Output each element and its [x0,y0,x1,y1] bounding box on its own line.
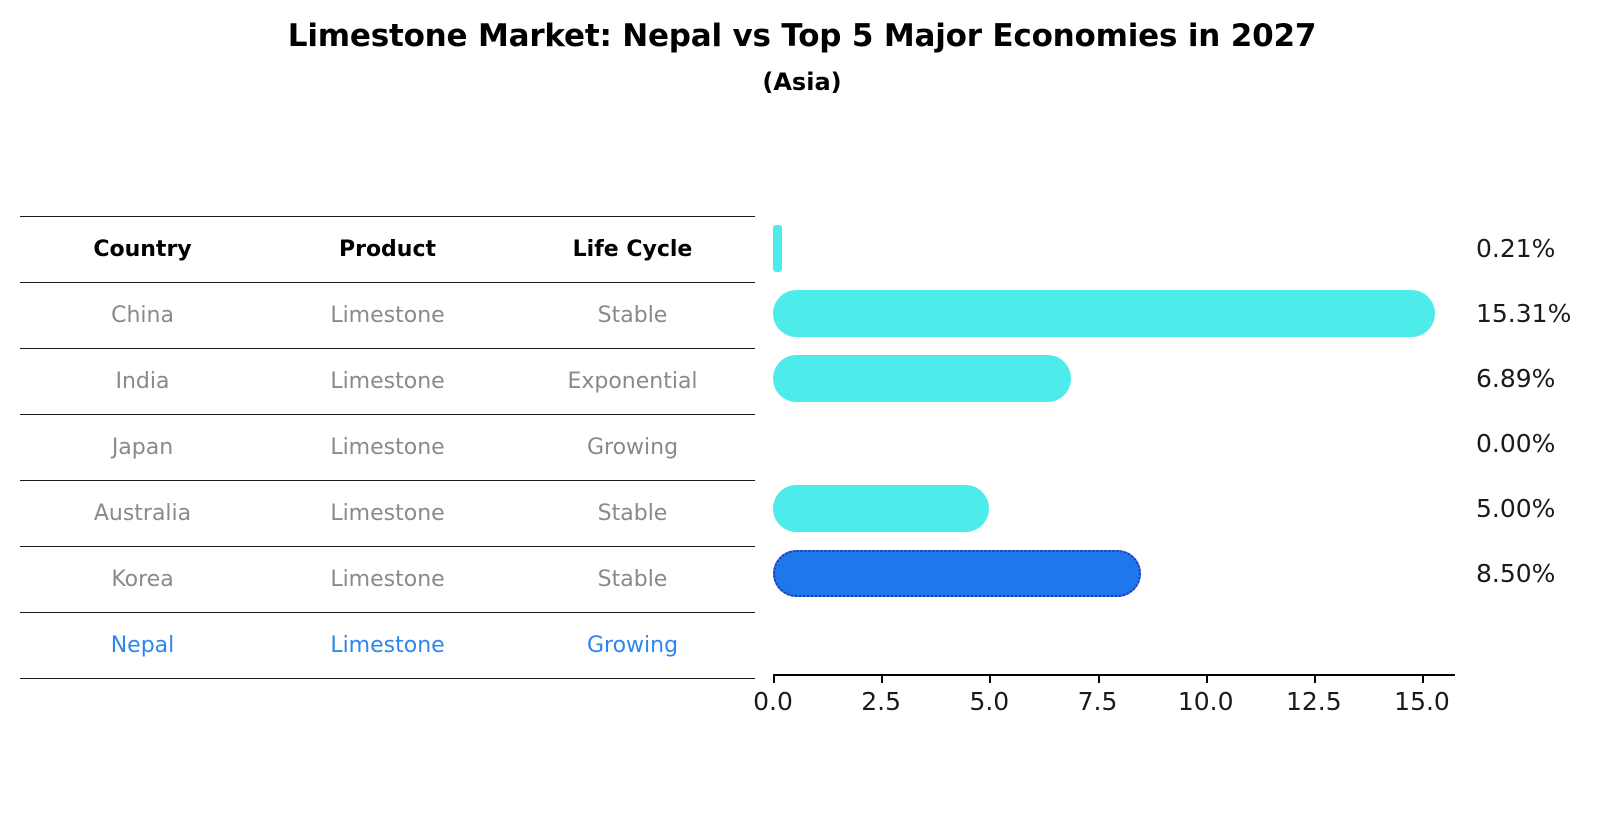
table-row: China Limestone Stable [20,282,755,349]
x-axis-tick [1205,674,1208,683]
product-cell: Limestone [265,480,510,547]
x-axis-tick [1422,674,1424,683]
bar-row: 5.00% [773,476,1555,541]
country-cell: Korea [20,546,265,613]
table-row: Korea Limestone Stable [20,546,755,613]
table-row: Nepal Limestone Growing [20,612,755,679]
x-axis-tick-label: 2.5 [861,687,902,716]
country-cell: Australia [20,480,265,547]
x-axis-tick [1097,674,1100,683]
x-axis: 0.0 2.5 5.0 7.5 10.0 12.5 15.0 [753,674,1463,734]
product-cell: Limestone [265,282,510,349]
table-row: Australia Limestone Stable [20,480,755,547]
table-row: India Limestone Exponential [20,348,755,415]
bar [773,290,1436,337]
bar-highlight [773,550,1141,597]
bar-value-label: 6.89% [1476,364,1556,393]
table-body: China Limestone Stable India Limestone Expone… [20,282,755,679]
title-block: Limestone Market: Nepal vs Top 5 Major E… [0,14,1604,102]
bar-value-label: 0.00% [1476,429,1556,458]
x-axis-tick-label: 15.0 [1394,687,1450,716]
country-cell: Japan [20,414,265,481]
bar-row: 15.31% [773,281,1571,346]
bar-chart-panel: 0.21% 15.31% 6.89% 0.00% 5.00% 8.50% 0.0 2.5 5.… [753,216,1585,716]
page-title: Limestone Market: Nepal vs Top 5 Major E… [287,18,1317,54]
country-table-panel: Country Product Life Cycle China Limeston… [20,216,755,679]
bar [773,355,1072,402]
x-axis-line [773,674,1455,676]
lifecycle-cell: Stable [510,546,755,613]
x-axis-tick-label: 7.5 [1077,687,1118,716]
x-axis-tick [989,674,992,683]
x-axis-tick-label: 5.0 [969,687,1010,716]
country-cell: China [20,282,265,349]
x-axis-tick [773,674,775,683]
column-header-country: Country [20,216,265,283]
x-axis-tick-label: 12.5 [1285,687,1342,716]
lifecycle-cell: Growing [510,612,755,679]
lifecycle-cell: Growing [510,414,755,481]
bar-value-label: 15.31% [1476,299,1572,328]
lifecycle-cell: Stable [510,282,755,349]
bar [773,485,990,532]
country-cell: India [20,348,265,415]
product-cell: Limestone [265,612,510,679]
x-axis-tick [881,674,884,683]
column-header-product: Product [265,216,510,283]
x-axis-tick-label: 0.0 [753,687,793,716]
bar-row: 0.00% [773,411,1555,476]
bar-value-label: 0.21% [1476,234,1556,263]
plot-area: 0.21% 15.31% 6.89% 0.00% 5.00% 8.50% [773,216,1571,671]
bar-row: 6.89% [773,346,1555,411]
bar-row: 0.21% [773,216,1555,281]
column-header-lifecycle: Life Cycle [510,216,755,283]
table-header-row: Country Product Life Cycle [20,216,755,283]
bar-value-label: 5.00% [1476,494,1556,523]
table-row: Japan Limestone Growing [20,414,755,481]
bar-value-label: 8.50% [1476,559,1556,588]
product-cell: Limestone [265,546,510,613]
bar-row: 8.50% [773,541,1555,606]
x-axis-tick [1313,674,1316,683]
country-cell: Nepal [20,612,265,679]
page-subtitle: (Asia) [762,68,842,96]
x-axis-tick-label: 10.0 [1177,687,1234,716]
lifecycle-cell: Stable [510,480,755,547]
bar [773,225,783,272]
product-cell: Limestone [265,414,510,481]
lifecycle-cell: Exponential [510,348,755,415]
table-header: Country Product Life Cycle [20,216,755,283]
product-cell: Limestone [265,348,510,415]
country-table: Country Product Life Cycle China Limeston… [20,216,755,679]
